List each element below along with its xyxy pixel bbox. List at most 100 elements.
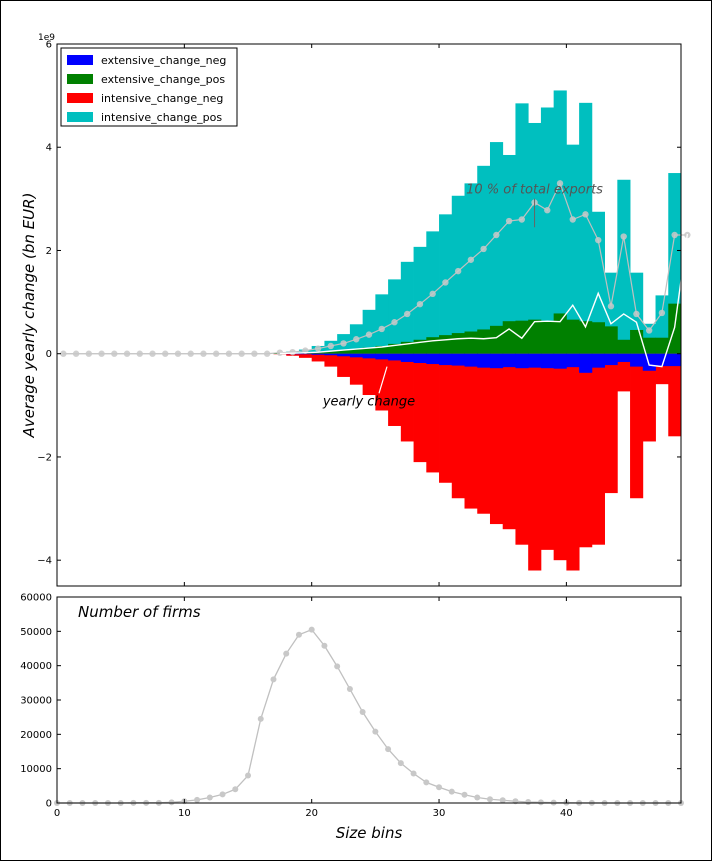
bar-intensive-change-neg-46 xyxy=(642,353,656,442)
bar-intensive-change-pos-36 xyxy=(515,103,529,354)
top-ytick-label-3: 2 xyxy=(46,246,52,257)
bar-extensive-change-pos-22 xyxy=(337,350,351,354)
point-10pct-total-exports-3 xyxy=(98,350,105,357)
point-number-of-firms-32 xyxy=(461,791,468,798)
legend-label-intensive-change-pos: intensive_change_pos xyxy=(101,111,222,124)
point-number-of-firms-28 xyxy=(410,770,417,777)
bar-extensive-change-neg-23 xyxy=(349,353,364,358)
bar-extensive-change-neg-19 xyxy=(298,353,313,355)
legend-label-extensive-change-pos: extensive_change_pos xyxy=(101,73,225,86)
top-ytick-label-1: −2 xyxy=(37,452,52,463)
bar-intensive-change-neg-45 xyxy=(630,353,644,499)
point-10pct-total-exports-28 xyxy=(416,300,424,308)
legend: extensive_change_neg extensive_change_pos… xyxy=(60,47,238,127)
bar-extensive-change-pos-47 xyxy=(655,337,669,354)
point-number-of-firms-26 xyxy=(385,746,392,753)
point-10pct-total-exports-22 xyxy=(340,340,347,347)
bar-intensive-change-neg-38 xyxy=(540,353,555,550)
top-axes-frame xyxy=(56,43,682,587)
point-10pct-total-exports-27 xyxy=(404,310,411,318)
bar-extensive-change-pos-24 xyxy=(362,347,376,354)
bar-extensive-change-pos-43 xyxy=(604,326,618,354)
bar-intensive-change-neg-22 xyxy=(337,353,351,377)
bar-intensive-change-pos-35 xyxy=(502,154,516,354)
bar-extensive-change-pos-45 xyxy=(630,329,644,354)
line-yearly-change xyxy=(279,233,689,368)
line-number-of-firms xyxy=(57,628,681,804)
point-10pct-total-exports-40 xyxy=(569,216,576,223)
annotation-pointer-1 xyxy=(378,366,388,394)
bar-extensive-change-neg-46 xyxy=(642,353,656,371)
bar-intensive-change-pos-37 xyxy=(528,122,542,354)
top-lines xyxy=(60,180,691,368)
bar-extensive-change-neg-27 xyxy=(400,353,414,362)
bar-intensive-change-neg-27 xyxy=(400,353,414,442)
point-10pct-total-exports-25 xyxy=(378,325,385,333)
bar-intensive-change-neg-42 xyxy=(591,353,605,545)
bar-extensive-change-pos-27 xyxy=(400,341,414,354)
point-number-of-firms-17 xyxy=(270,676,277,683)
point-number-of-firms-16 xyxy=(257,715,264,722)
point-number-of-firms-35 xyxy=(499,797,506,804)
bar-intensive-change-neg-32 xyxy=(464,353,478,509)
legend-swatch-intensive-change-neg xyxy=(67,93,93,103)
point-10pct-total-exports-45 xyxy=(633,310,640,318)
point-10pct-total-exports-33 xyxy=(480,245,487,253)
bar-extensive-change-pos-38 xyxy=(540,320,555,354)
bar-intensive-change-neg-39 xyxy=(553,353,567,561)
bar-extensive-change-neg-30 xyxy=(439,353,453,366)
point-10pct-total-exports-10 xyxy=(187,350,194,357)
bar-intensive-change-neg-33 xyxy=(477,353,491,514)
bar-extensive-change-neg-42 xyxy=(591,353,605,368)
bar-extensive-change-neg-33 xyxy=(477,353,491,368)
top-ytick-label-5: 6 xyxy=(46,40,52,51)
point-10pct-total-exports-15 xyxy=(251,350,258,357)
bottom-xtick-label-4: 40 xyxy=(560,808,573,819)
point-10pct-total-exports-29 xyxy=(429,290,436,298)
annotation-text-0: 10 % of total exports xyxy=(466,183,603,198)
point-10pct-total-exports-20 xyxy=(314,345,322,352)
bar-intensive-change-pos-38 xyxy=(540,107,555,354)
point-10pct-total-exports-11 xyxy=(200,350,207,357)
top-ytick-label-4: 4 xyxy=(46,143,52,154)
bar-intensive-change-neg-30 xyxy=(439,353,453,483)
top-ticks: −4 −2 0 2 4 6 xyxy=(37,40,681,586)
bar-intensive-change-pos-28 xyxy=(413,246,427,354)
point-number-of-firms-22 xyxy=(334,663,341,670)
bottom-ytick-label-4: 40000 xyxy=(20,661,52,672)
bar-intensive-change-neg-29 xyxy=(426,353,440,473)
bar-extensive-change-pos-44 xyxy=(617,339,631,354)
bar-intensive-change-neg-36 xyxy=(515,353,529,545)
bar-intensive-change-neg-44 xyxy=(617,353,631,392)
bar-extensive-change-neg-28 xyxy=(413,353,427,364)
point-number-of-firms-34 xyxy=(486,796,493,803)
top-ytick-label-0: −4 xyxy=(37,556,52,567)
point-number-of-firms-24 xyxy=(359,709,366,716)
point-10pct-total-exports-13 xyxy=(225,350,233,357)
bottom-lines xyxy=(54,626,684,806)
bar-intensive-change-neg-40 xyxy=(566,353,580,571)
point-10pct-total-exports-2 xyxy=(85,350,93,357)
bar-extensive-change-neg-45 xyxy=(630,353,644,367)
bar-extensive-change-pos-41 xyxy=(579,321,593,354)
point-10pct-total-exports-38 xyxy=(544,207,551,214)
top-panel: −4 −2 0 2 4 6 1e9 Average yearly change (bn E… xyxy=(20,33,691,587)
bar-extensive-change-pos-26 xyxy=(388,343,402,354)
bottom-ytick-label-2: 20000 xyxy=(20,730,52,741)
bar-extensive-change-neg-36 xyxy=(515,353,529,369)
top-bars xyxy=(273,90,682,571)
bar-intensive-change-pos-26 xyxy=(388,279,402,354)
bottom-ytick-label-3: 30000 xyxy=(20,696,52,707)
point-10pct-total-exports-30 xyxy=(442,279,449,286)
point-10pct-total-exports-17 xyxy=(276,349,284,356)
point-number-of-firms-21 xyxy=(321,642,328,649)
point-10pct-total-exports-32 xyxy=(467,256,475,263)
bar-extensive-change-neg-39 xyxy=(553,353,567,369)
bar-intensive-change-neg-28 xyxy=(413,353,427,463)
point-number-of-firms-12 xyxy=(206,794,213,801)
bar-intensive-change-neg-21 xyxy=(324,353,338,367)
point-number-of-firms-11 xyxy=(194,796,201,803)
legend-label-extensive-change-neg: extensive_change_neg xyxy=(101,54,226,67)
bar-extensive-change-pos-23 xyxy=(349,349,364,354)
bar-intensive-change-neg-37 xyxy=(528,353,542,571)
